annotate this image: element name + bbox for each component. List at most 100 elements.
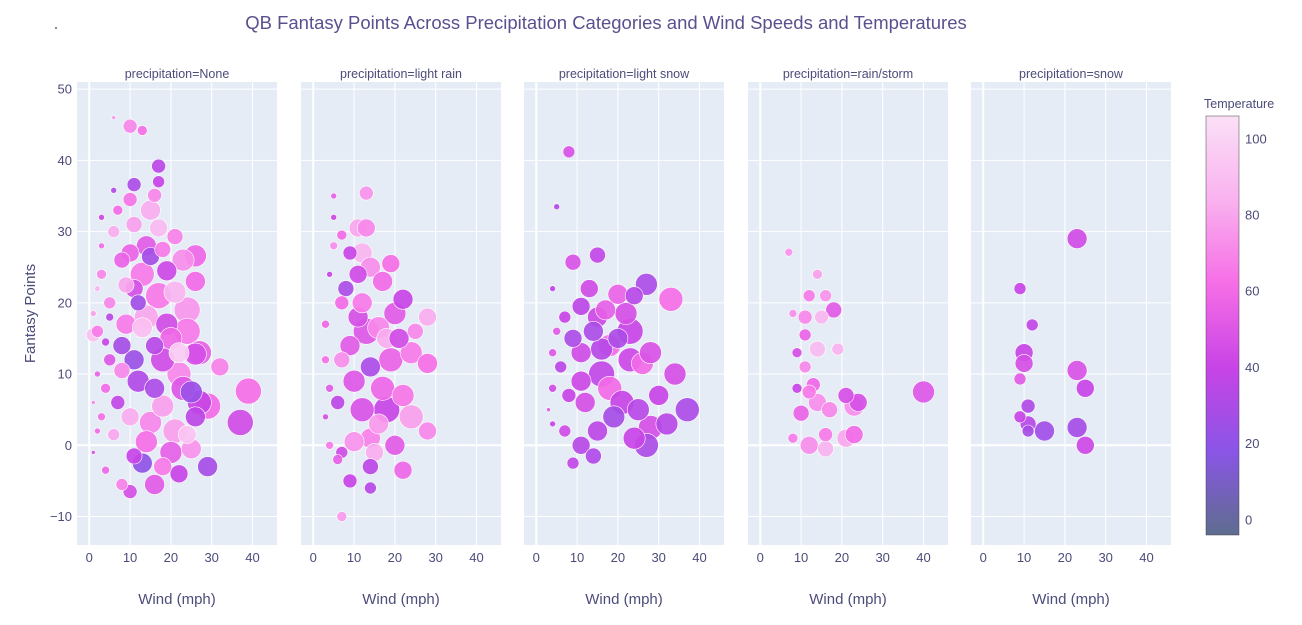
bubble-point[interactable] [227,409,254,436]
bubble-point[interactable] [91,324,104,338]
bubble-point[interactable] [329,241,339,251]
bubble-point[interactable] [132,317,153,339]
bubble-point[interactable] [1066,360,1088,381]
bubble-point[interactable] [1066,228,1088,249]
bubble-point[interactable] [163,280,187,304]
bubble-point[interactable] [602,405,626,429]
bubble-point[interactable] [798,360,812,374]
bubble-point[interactable] [110,395,126,410]
bubble-point[interactable] [322,413,329,421]
bubble-point[interactable] [674,397,700,423]
bubble-point[interactable] [90,310,97,317]
bubble-point[interactable] [101,337,110,347]
bubble-point[interactable] [180,380,203,404]
bubble-point[interactable] [663,362,687,386]
bubble-point[interactable] [799,435,819,455]
bubble-point[interactable] [554,360,568,374]
bubble-point[interactable] [115,478,129,491]
bubble-point[interactable] [564,253,582,271]
bubble-point[interactable] [97,412,106,422]
bubble-point[interactable] [336,511,348,522]
bubble-point[interactable] [364,481,377,495]
bubble-point[interactable] [330,192,338,200]
bubble-point[interactable] [185,271,206,292]
bubble-point[interactable] [339,335,361,356]
bubble-point[interactable] [168,342,190,364]
bubble-point[interactable] [145,336,164,355]
bubble-point[interactable] [655,412,679,436]
bubble-point[interactable] [549,285,556,292]
bubble-point[interactable] [144,474,165,495]
bubble-point[interactable] [381,254,401,273]
bubble-point[interactable] [368,413,389,435]
bubble-point[interactable] [791,347,803,359]
bubble-point[interactable] [570,370,592,392]
bubble-point[interactable] [791,382,803,394]
bubble-point[interactable] [147,188,162,203]
bubble-point[interactable] [156,260,178,282]
bubble-point[interactable] [1013,282,1027,295]
bubble-point[interactable] [94,370,101,378]
bubble-point[interactable] [831,342,845,356]
bubble-point[interactable] [818,427,833,442]
bubble-point[interactable] [101,465,110,475]
bubble-point[interactable] [658,286,684,312]
bubble-point[interactable] [98,242,105,250]
bubble-point[interactable] [1025,318,1039,332]
bubble-point[interactable] [94,285,101,292]
bubble-point[interactable] [135,430,158,454]
bubble-point[interactable] [558,424,572,438]
bubble-point[interactable] [418,307,437,327]
bubble-point[interactable] [817,440,834,458]
bubble-point[interactable] [571,297,591,316]
bubble-point[interactable] [393,460,413,480]
bubble-point[interactable] [589,246,606,264]
bubble-point[interactable] [129,294,147,312]
bubble-point[interactable] [1066,417,1088,438]
bubble-point[interactable] [1076,378,1095,398]
bubble-point[interactable] [330,214,338,221]
bubble-point[interactable] [546,407,551,413]
bubble-point[interactable] [112,336,132,355]
bubble-point[interactable] [325,440,334,450]
bubble-point[interactable] [362,458,379,475]
bubble-point[interactable] [579,279,599,298]
bubble-point[interactable] [912,380,935,404]
bubble-point[interactable] [91,400,96,405]
bubble-point[interactable] [802,289,816,303]
bubble-point[interactable] [391,384,415,407]
bubble-point[interactable] [140,199,161,221]
bubble-point[interactable] [332,454,344,465]
bubble-point[interactable] [117,276,135,294]
bubble-point[interactable] [552,326,562,336]
bubble-point[interactable] [342,245,358,261]
bubble-point[interactable] [837,387,855,404]
bubble-point[interactable] [126,177,142,192]
bubble-point[interactable] [819,289,832,303]
bubble-point[interactable] [392,288,414,310]
bubble-point[interactable] [171,248,195,272]
bubble-point[interactable] [548,348,557,358]
bubble-point[interactable] [388,328,410,349]
bubble-point[interactable] [351,292,373,314]
bubble-point[interactable] [113,251,131,269]
bubble-point[interactable] [110,187,117,194]
bubble-point[interactable] [370,375,395,401]
bubble-point[interactable] [384,434,406,456]
bubble-point[interactable] [91,450,96,455]
bubble-point[interactable] [144,377,165,399]
bubble-point[interactable] [107,428,120,441]
bubble-point[interactable] [337,280,355,297]
bubble-point[interactable] [103,296,116,310]
bubble-point[interactable] [398,404,424,430]
bubble-point[interactable] [122,118,138,134]
bubble-point[interactable] [334,295,350,311]
bubble-point[interactable] [418,421,437,441]
bubble-point[interactable] [1014,354,1034,373]
bubble-point[interactable] [563,329,583,348]
bubble-point[interactable] [607,328,629,349]
bubble-point[interactable] [814,309,829,325]
bubble-point[interactable] [151,394,174,418]
bubble-point[interactable] [614,302,638,325]
bubble-point[interactable] [358,185,374,201]
